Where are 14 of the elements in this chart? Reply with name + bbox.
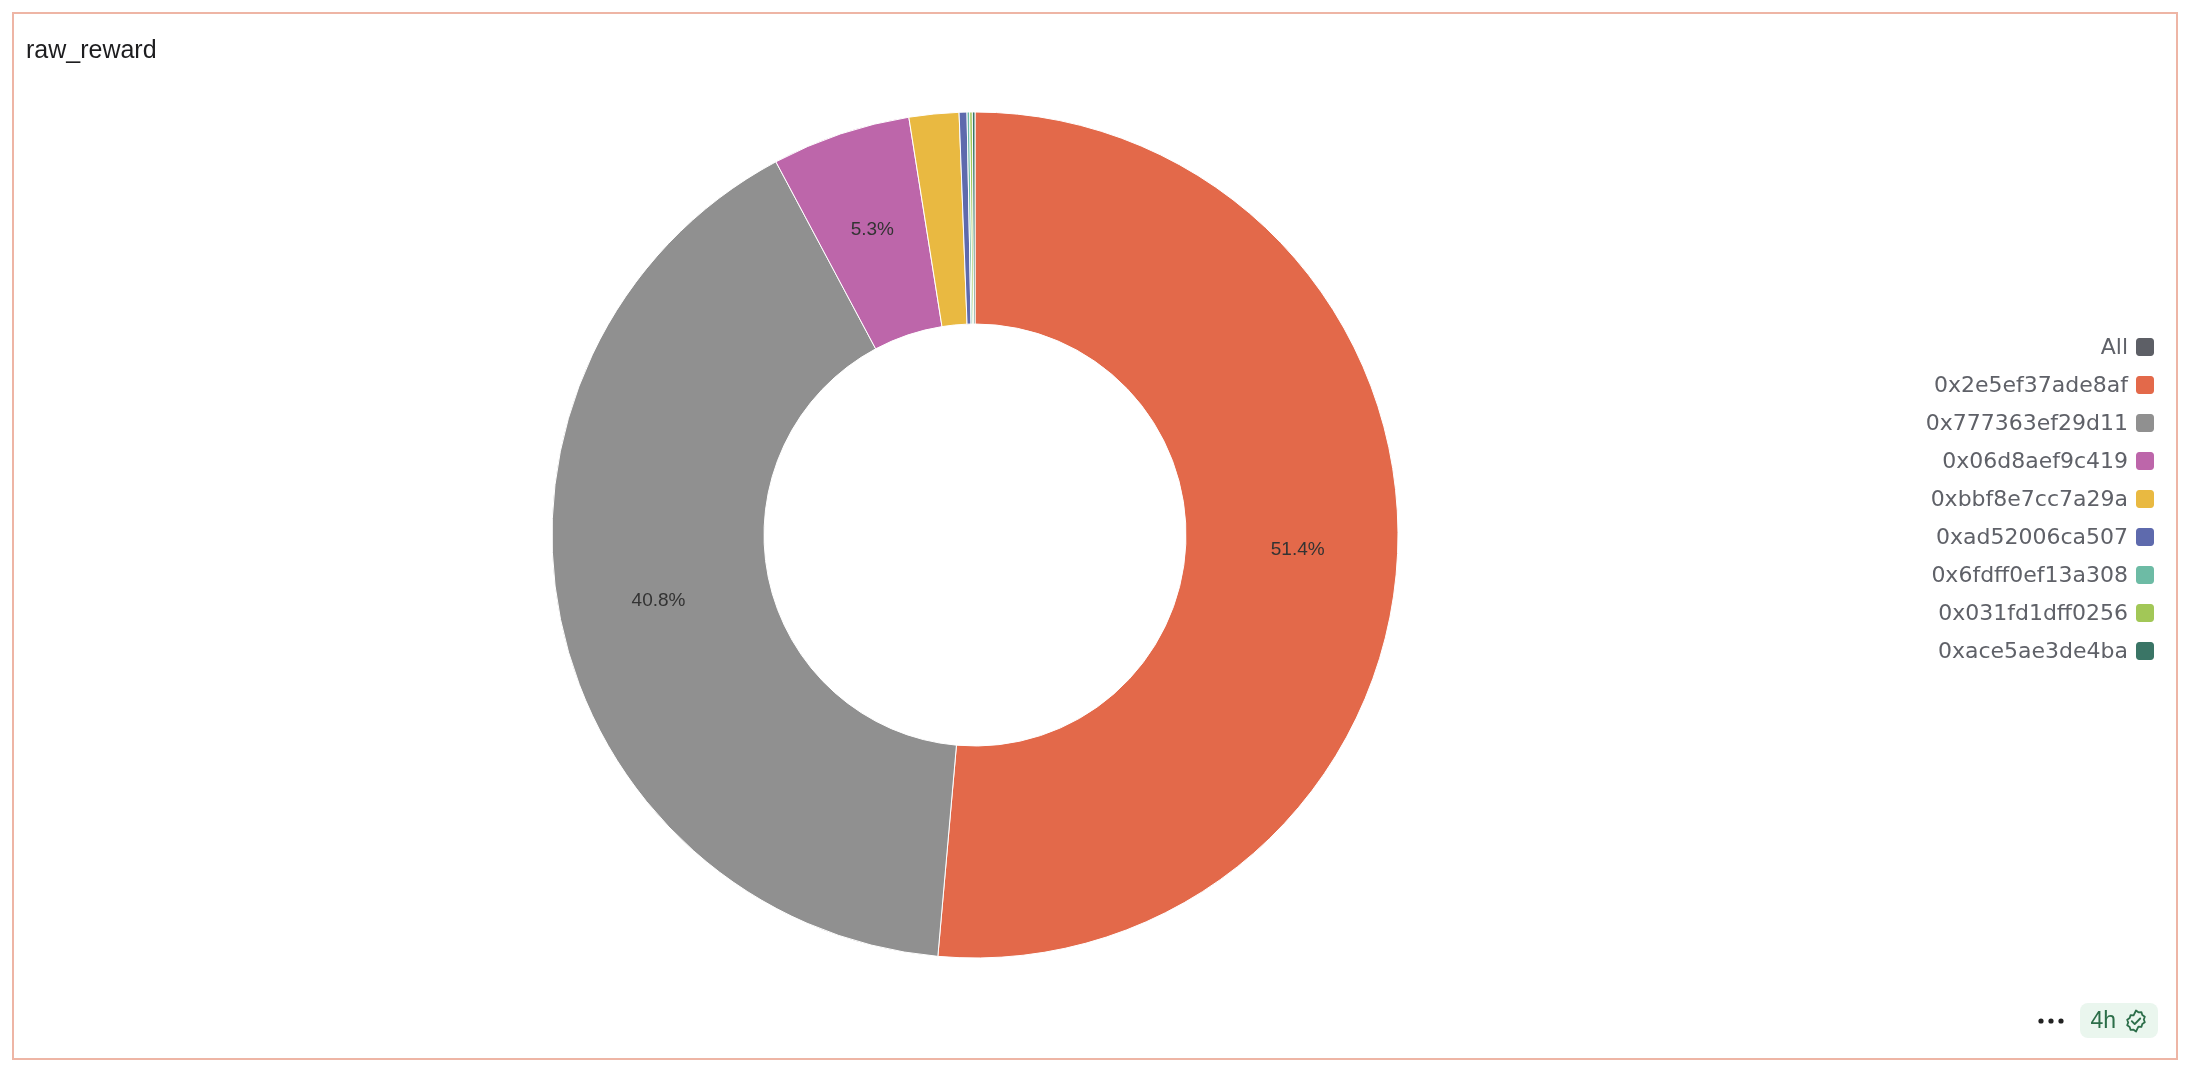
legend-label: 0x777363ef29d11 <box>1925 410 2128 435</box>
legend-label: 0x031fd1dff0256 <box>1938 600 2128 625</box>
legend-label: 0x6fdff0ef13a308 <box>1931 562 2128 587</box>
legend-label: 0xbbf8e7cc7a29a <box>1930 486 2128 511</box>
data-label: 40.8% <box>631 588 686 610</box>
legend-label: 0x2e5ef37ade8af <box>1933 372 2130 397</box>
data-label: 51.4% <box>1270 538 1325 560</box>
legend-title: All <box>2100 334 2128 359</box>
text: 4h <box>2090 1007 2116 1033</box>
legend-label: 0xad52006ca507 <box>1935 524 2128 549</box>
data-label: 5.3% <box>850 217 895 239</box>
legend-label: 0xace5ae3de4ba <box>1937 638 2128 663</box>
text: raw_reward <box>26 35 157 63</box>
legend-label: 0x06d8aef9c419 <box>1942 448 2128 473</box>
